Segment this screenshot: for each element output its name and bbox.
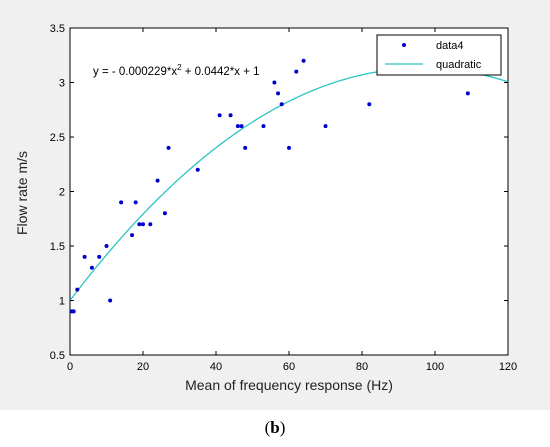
- data-point: [108, 298, 113, 303]
- data-point: [82, 254, 87, 259]
- scatter-chart: 0 20 40 60 80 100 120 0.5 1 1.5 2 2.5 3 3.5 y = - 0.0…: [14, 23, 517, 393]
- data-point: [279, 102, 284, 107]
- equation-annotation: y = - 0.000229*x2 + 0.0442*x + 1: [93, 63, 260, 78]
- data-point: [141, 222, 145, 227]
- y-tick-label: 0.5: [50, 350, 65, 362]
- data-point: [104, 244, 109, 248]
- data-point: [71, 309, 76, 314]
- figure-panel: 0 20 40 60 80 100 120 0.5 1 1.5 2 2.5 3 3.5 y = - 0.0…: [0, 0, 550, 410]
- y-tick-label: 3: [59, 78, 65, 90]
- data-point: [367, 102, 372, 107]
- x-tick-label: 0: [67, 361, 73, 373]
- data-point: [162, 211, 167, 216]
- data-point: [119, 200, 124, 205]
- y-tick-label: 1: [59, 296, 65, 308]
- y-tick-label: 1.5: [50, 241, 65, 253]
- x-tick-label: 60: [283, 361, 295, 373]
- data-point: [301, 58, 306, 63]
- data-point: [287, 145, 291, 150]
- x-tick-label: 120: [499, 361, 517, 373]
- data-point: [261, 124, 266, 129]
- data-point: [166, 145, 171, 150]
- data-point: [97, 254, 102, 259]
- data-point: [133, 200, 138, 205]
- x-tick-label: 100: [426, 361, 444, 373]
- data-point: [239, 124, 244, 129]
- x-tick-label: 80: [356, 361, 368, 373]
- caption-letter: b: [270, 418, 280, 437]
- data-point: [272, 80, 277, 85]
- figure-caption: (b): [264, 418, 286, 437]
- data-point: [294, 69, 299, 74]
- data-point: [75, 287, 80, 292]
- data-point: [276, 91, 281, 96]
- x-tick-label: 40: [210, 361, 222, 373]
- data-point: [228, 113, 233, 118]
- legend-marker-data4: [402, 43, 406, 47]
- data-point: [155, 178, 160, 183]
- data-point: [235, 124, 240, 129]
- data-point: [137, 222, 142, 227]
- legend-label-data4: data4: [436, 40, 464, 52]
- legend-label-quadratic: quadratic: [436, 59, 482, 71]
- y-tick-label: 2: [59, 187, 65, 199]
- legend-box: [376, 34, 502, 76]
- y-axis-label: Flow rate m/s: [14, 151, 30, 235]
- data-point: [323, 124, 328, 129]
- x-axis-label: Mean of frequency response (Hz): [185, 377, 393, 393]
- plot-area: [69, 27, 509, 356]
- legend: data4 quadratic: [376, 34, 502, 76]
- data-point: [465, 91, 470, 96]
- x-tick-label: 20: [137, 361, 149, 373]
- y-tick-label: 2.5: [50, 132, 65, 144]
- data-point: [130, 233, 135, 238]
- y-tick-label: 3.5: [50, 23, 65, 35]
- data-point: [148, 222, 153, 227]
- data-point: [243, 145, 248, 150]
- data-point: [89, 265, 94, 270]
- data-point: [195, 167, 200, 172]
- data-point: [217, 113, 222, 118]
